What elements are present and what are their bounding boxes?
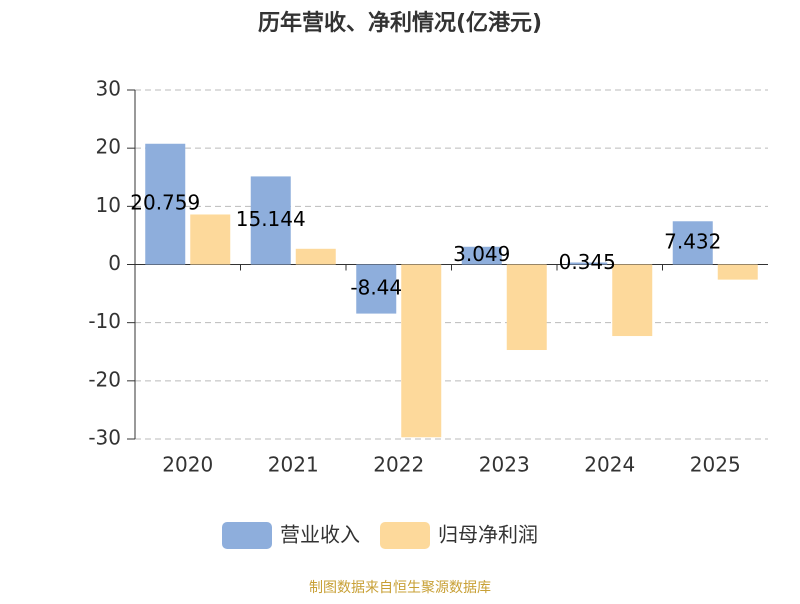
data-label: 3.049 <box>453 242 510 266</box>
bar <box>506 264 547 351</box>
x-tick-label: 2023 <box>479 453 530 477</box>
bar <box>250 176 291 265</box>
bar <box>567 262 608 265</box>
y-tick-label: 10 <box>96 193 121 217</box>
x-tick-label: 2020 <box>162 453 213 477</box>
bar <box>461 246 502 265</box>
y-tick-label: -20 <box>88 367 121 391</box>
bar <box>401 264 442 438</box>
bar <box>672 221 713 265</box>
y-tick-label: -30 <box>88 426 121 450</box>
bar <box>190 214 231 265</box>
data-label: 0.345 <box>559 250 616 274</box>
bar <box>356 264 397 314</box>
chart-title: 历年营收、净利情况(亿港元) <box>258 10 542 36</box>
bar <box>295 248 336 265</box>
data-label: 20.759 <box>130 191 200 215</box>
y-tick-label: 0 <box>108 251 121 275</box>
x-tick-label: 2024 <box>584 453 635 477</box>
bar <box>612 264 653 337</box>
y-tick-label: 30 <box>96 77 121 101</box>
data-label: -8.44 <box>350 276 402 300</box>
legend-label: 营业收入 <box>280 523 360 547</box>
legend-label: 归母净利润 <box>438 523 538 547</box>
y-tick-label: -10 <box>88 309 121 333</box>
source-note: 制图数据来自恒生聚源数据库 <box>309 580 491 596</box>
bar <box>145 143 186 265</box>
data-label: 15.144 <box>236 207 306 231</box>
y-tick-label: 20 <box>96 135 121 159</box>
data-label: 7.432 <box>664 229 721 253</box>
legend-swatch <box>380 522 430 549</box>
x-tick-label: 2021 <box>268 453 319 477</box>
x-tick-label: 2022 <box>373 453 424 477</box>
x-tick-label: 2025 <box>690 453 741 477</box>
legend-swatch <box>222 522 272 549</box>
bar <box>717 264 758 280</box>
